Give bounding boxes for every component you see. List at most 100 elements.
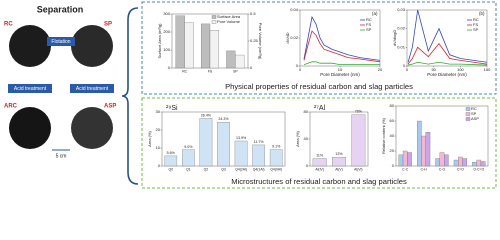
bar: [458, 156, 463, 167]
legend-label: SP: [473, 27, 479, 32]
value-label: 5.6%: [167, 151, 176, 155]
panel-caption: Microstructures of residual carbon and s…: [231, 177, 407, 186]
step-box: [47, 37, 75, 46]
legend-label: FS: [366, 22, 371, 27]
x-tick-label: 20: [378, 67, 383, 72]
value-label: 13.9%: [236, 136, 247, 140]
bar: [417, 120, 422, 167]
y-axis-label: Area (%): [295, 130, 300, 146]
bar: [312, 158, 327, 167]
x-tick-label: C-H: [421, 167, 428, 171]
separation-title: Separation: [37, 4, 84, 14]
x-tick-label: SP: [233, 69, 238, 73]
y2-tick-label: 0: [250, 65, 253, 70]
bar: [209, 30, 220, 69]
bar: [164, 155, 178, 167]
bar: [476, 159, 482, 167]
x-tick-label: 0: [299, 67, 302, 72]
panel-label: (a): [372, 11, 378, 16]
x-tick-label: Al(V): [335, 167, 343, 171]
legend-label: Surface Area: [217, 14, 241, 19]
y-tick-label: 20: [390, 148, 395, 153]
step-label: Acid treatment: [14, 86, 47, 92]
y-tick-label: 20: [156, 127, 161, 132]
bar: [351, 114, 366, 167]
legend-label: RC: [366, 17, 372, 22]
x-tick-label: C-O: [439, 167, 446, 171]
chart-title: ²⁹Si: [166, 105, 178, 112]
x-tick-label: FS: [208, 69, 213, 73]
x-tick-label: Q4(2Al): [235, 167, 247, 171]
x-tick-label: 10: [338, 67, 343, 72]
y-axis-label: dV/dlogD: [392, 30, 397, 47]
y-tick-label: 0.03: [397, 7, 406, 12]
figure: Separation RC SP ARC ASP Flotation Acid …: [4, 1, 497, 189]
x-tick-label: Q3: [221, 167, 226, 171]
bar: [407, 152, 412, 167]
step-label: Acid treatment: [76, 86, 109, 92]
bar: [435, 158, 441, 167]
bar: [439, 152, 445, 167]
legend-label: Pore Volume: [217, 19, 241, 24]
line: [303, 15, 381, 61]
legend-label: ASP: [471, 116, 479, 121]
value-label: 11%: [316, 154, 324, 158]
y-tick-label: 0: [168, 65, 171, 70]
x-tick-label: Q1: [186, 167, 191, 171]
bar: [217, 122, 230, 167]
x-tick-label: Q4(0Al): [270, 167, 282, 171]
bar: [182, 149, 195, 167]
y-tick-label: 100: [163, 47, 170, 52]
bar: [199, 118, 213, 167]
line: [407, 61, 488, 66]
line: [303, 30, 381, 63]
bar: [421, 135, 426, 167]
bar: [332, 157, 346, 167]
y-tick-label: 0.04: [290, 7, 299, 12]
line: [407, 9, 488, 63]
scale-label: 5 cm: [56, 153, 67, 159]
y-tick-label: 80: [304, 109, 309, 114]
sample-image: [71, 107, 113, 149]
panel-box: [141, 1, 497, 95]
y-tick-label: 80: [390, 103, 395, 108]
y-tick-label: 60: [390, 118, 395, 123]
bar: [480, 161, 486, 167]
y2-axis-label: Pore Volume (cm³/g): [258, 23, 263, 60]
sample-label: SP: [104, 22, 112, 28]
value-label: 24.3%: [218, 117, 229, 121]
sample-label: ARC: [4, 104, 18, 110]
sample-image: [9, 25, 51, 67]
x-tick-label: 150: [484, 67, 491, 72]
y2-tick-label: 0.5: [250, 11, 256, 16]
legend-swatch: [465, 107, 471, 111]
sample-label: ASP: [104, 104, 116, 110]
legend-label: RC: [473, 17, 479, 22]
bar: [175, 15, 185, 69]
value-label: 26.4%: [201, 113, 212, 117]
y-tick-label: 40: [304, 136, 309, 141]
bar: [269, 149, 283, 167]
x-axis-label: Pore Diameter (nm): [427, 72, 467, 77]
y-tick-label: 30: [156, 109, 161, 114]
bar: [184, 22, 194, 69]
bar: [234, 140, 248, 167]
bar: [425, 132, 431, 167]
brace: [121, 7, 139, 185]
bar: [226, 50, 236, 69]
sample-image: [9, 107, 51, 149]
y-tick-label: 0: [306, 163, 309, 168]
y-tick-label: 0.02: [290, 35, 299, 40]
legend-swatch: [465, 117, 471, 121]
bar: [252, 144, 265, 167]
bar: [472, 162, 477, 167]
legend-label: RC: [471, 106, 477, 111]
y-axis-label: Relative content (%): [381, 117, 386, 154]
y-tick-label: 0.02: [397, 26, 406, 31]
x-tick-label: Q4(1Al): [253, 167, 265, 171]
legend-label: SP: [471, 111, 477, 116]
bar: [402, 150, 408, 167]
x-tick-label: Al(IV): [315, 167, 323, 171]
legend-swatch: [211, 15, 217, 19]
line: [303, 61, 380, 65]
